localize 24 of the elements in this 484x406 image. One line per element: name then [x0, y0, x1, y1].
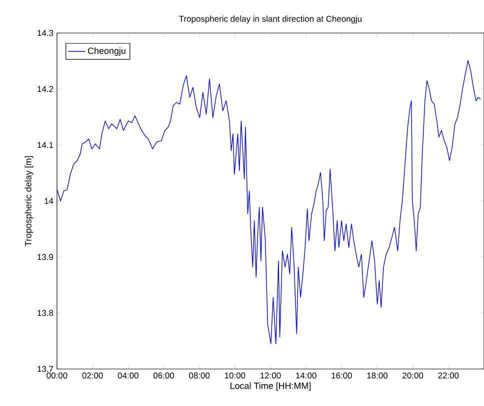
- x-tick-label: 02:00: [82, 372, 103, 379]
- x-tick-label: 18:00: [367, 372, 388, 379]
- x-tick-label: 08:00: [189, 372, 210, 379]
- x-tick-label: 10:00: [224, 372, 246, 379]
- y-tick-label: 14: [44, 198, 54, 204]
- y-tick-label: 13.7: [38, 366, 54, 372]
- y-tick-label: 14.1: [38, 142, 54, 148]
- x-tick-label: 16:00: [332, 372, 352, 379]
- x-tick-label: 06:00: [153, 372, 174, 379]
- chart-title: Tropospheric delay in slant direction at Cheongju: [179, 16, 362, 24]
- x-tick-label: 20:00: [402, 372, 424, 379]
- x-axis-title: Local Time [HH:MM]: [230, 382, 311, 391]
- legend-label: Cheongju: [88, 47, 126, 56]
- y-tick-label: 13.8: [38, 310, 54, 316]
- y-tick-label: 14.2: [38, 86, 54, 92]
- x-tick-label: 00:00: [46, 372, 68, 379]
- x-tick-label: 12:00: [260, 372, 281, 379]
- y-tick-label: 13.9: [38, 254, 54, 260]
- x-tick-label: 04:00: [118, 372, 138, 379]
- x-tick-label: 22:00: [438, 372, 459, 379]
- y-tick-label: 14.3: [38, 30, 54, 36]
- line-series: [57, 60, 481, 344]
- y-axis-title: Tropospheric delay [m]: [24, 156, 34, 246]
- x-tick-label: 14:00: [296, 372, 316, 379]
